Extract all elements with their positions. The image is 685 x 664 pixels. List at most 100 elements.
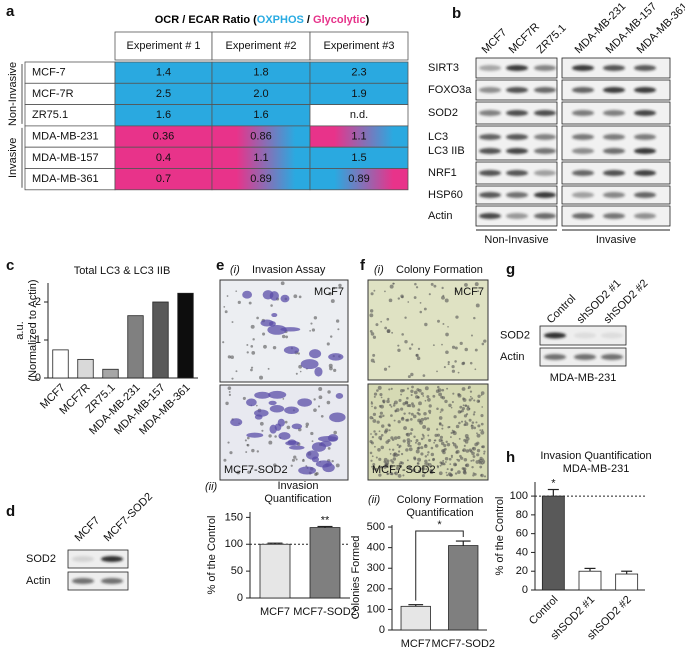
micro-dot bbox=[447, 426, 450, 429]
micro-dot bbox=[383, 460, 387, 463]
micro-dot bbox=[423, 417, 428, 421]
y-tick-label: 2 bbox=[35, 296, 41, 308]
blot-band bbox=[534, 134, 556, 140]
micro-dot bbox=[393, 436, 398, 440]
micro-dot bbox=[476, 432, 478, 435]
micro-dot bbox=[338, 283, 342, 288]
title-part: ) bbox=[366, 14, 370, 26]
micro-cell bbox=[280, 294, 290, 303]
blot-box bbox=[475, 125, 558, 161]
micro-cell bbox=[246, 432, 264, 438]
micro-dot bbox=[369, 309, 374, 313]
micro-dot bbox=[463, 414, 468, 418]
micro-dot bbox=[309, 329, 311, 332]
micro-dot bbox=[410, 393, 413, 397]
micro-dot bbox=[227, 441, 230, 444]
micro-dot bbox=[373, 289, 376, 292]
micro-dot bbox=[327, 390, 331, 394]
micro-dot bbox=[412, 414, 417, 419]
x-tick-label: MCF7 bbox=[260, 606, 290, 618]
significance-label: ** bbox=[321, 514, 330, 526]
micro-dot bbox=[423, 472, 426, 475]
y-tick-label: 80 bbox=[516, 509, 528, 521]
row-label: NRF1 bbox=[428, 167, 457, 179]
blot-band bbox=[479, 134, 501, 140]
micro-dot bbox=[470, 450, 473, 453]
blot-band bbox=[572, 213, 594, 219]
micro-dot bbox=[223, 458, 227, 462]
micro-dot bbox=[414, 441, 417, 444]
micro-dot bbox=[424, 462, 427, 465]
micro-cell bbox=[289, 445, 305, 450]
bar bbox=[52, 349, 69, 379]
chart-title: Colony Formation bbox=[397, 494, 484, 506]
micro-dot bbox=[428, 459, 431, 462]
micro-dot bbox=[457, 470, 461, 474]
micro-dot bbox=[408, 412, 411, 415]
micro-cell bbox=[311, 442, 326, 452]
micro-dot bbox=[446, 468, 449, 471]
y-tick-label: 100 bbox=[367, 603, 385, 615]
micro-dot bbox=[427, 434, 430, 437]
micro-dot bbox=[396, 443, 399, 446]
micro-dot bbox=[384, 326, 388, 330]
micro-dot bbox=[452, 442, 457, 447]
micro-dot bbox=[372, 412, 377, 417]
y-axis-label: Colonies Formed bbox=[350, 536, 362, 620]
micro-dot bbox=[461, 467, 465, 470]
micro-dot bbox=[378, 430, 381, 433]
micro-dot bbox=[393, 452, 396, 455]
micro-dot bbox=[406, 432, 411, 437]
micro-dot bbox=[391, 460, 395, 464]
blot-band bbox=[534, 170, 556, 176]
micro-dot bbox=[428, 293, 431, 296]
micro-dot bbox=[313, 408, 317, 413]
micro-dot bbox=[471, 427, 474, 430]
blot-band bbox=[572, 134, 594, 140]
micro-dot bbox=[370, 332, 375, 336]
micro-dot bbox=[439, 435, 443, 439]
micro-dot bbox=[380, 445, 385, 450]
micro-cell bbox=[262, 290, 274, 300]
micro-dot bbox=[446, 387, 449, 390]
micro-dot bbox=[461, 361, 465, 366]
blot-band bbox=[479, 192, 501, 198]
panel-label: c bbox=[6, 257, 14, 274]
micro-dot bbox=[429, 470, 434, 474]
micro-dot bbox=[419, 467, 422, 471]
blot-band bbox=[479, 110, 501, 116]
micro-dot bbox=[453, 462, 457, 467]
bar bbox=[309, 527, 341, 599]
micro-dot bbox=[310, 431, 314, 436]
micro-dot bbox=[450, 468, 453, 472]
micro-dot bbox=[259, 469, 262, 471]
micro-dot bbox=[250, 368, 253, 372]
micro-dot bbox=[414, 282, 417, 286]
micro-dot bbox=[443, 444, 447, 448]
micro-dot bbox=[386, 317, 390, 321]
micro-dot bbox=[451, 345, 456, 349]
micro-dot bbox=[417, 347, 421, 351]
row-header: MCF-7R bbox=[32, 88, 74, 100]
table-cell bbox=[309, 168, 409, 191]
micro-cell bbox=[335, 393, 344, 399]
micro-dot bbox=[418, 401, 422, 406]
micro-dot bbox=[424, 455, 428, 458]
micro-dot bbox=[420, 417, 425, 422]
micro-dot bbox=[382, 414, 385, 417]
x-tick-label: MCF7 bbox=[401, 638, 431, 650]
chart-title: Quantification bbox=[264, 493, 331, 505]
blot-band bbox=[603, 192, 625, 198]
micro-dot bbox=[448, 403, 452, 408]
micro-dot bbox=[313, 398, 316, 401]
micro-dot bbox=[417, 408, 421, 412]
micro-dot bbox=[395, 466, 400, 471]
micro-dot bbox=[422, 395, 425, 397]
micro-dot bbox=[473, 316, 476, 320]
micro-dot bbox=[421, 433, 424, 436]
micro-dot bbox=[461, 406, 466, 411]
micro-dot bbox=[428, 438, 432, 442]
micro-dot bbox=[390, 405, 393, 408]
micro-dot bbox=[430, 446, 434, 450]
micro-dot bbox=[236, 470, 241, 475]
